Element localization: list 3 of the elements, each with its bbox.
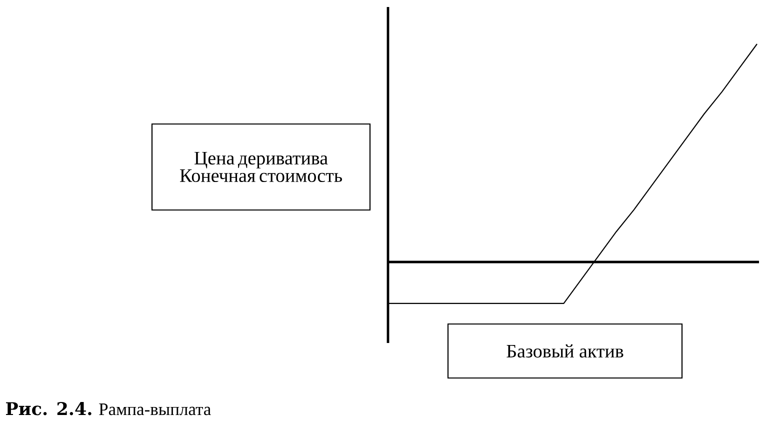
y-axis-title: Цена дериватива Конечная стоимость (180, 152, 342, 182)
text: Рис. 2.4. Рампа-выплата (6, 402, 211, 416)
x-axis-title: Базовый актив (506, 344, 624, 358)
